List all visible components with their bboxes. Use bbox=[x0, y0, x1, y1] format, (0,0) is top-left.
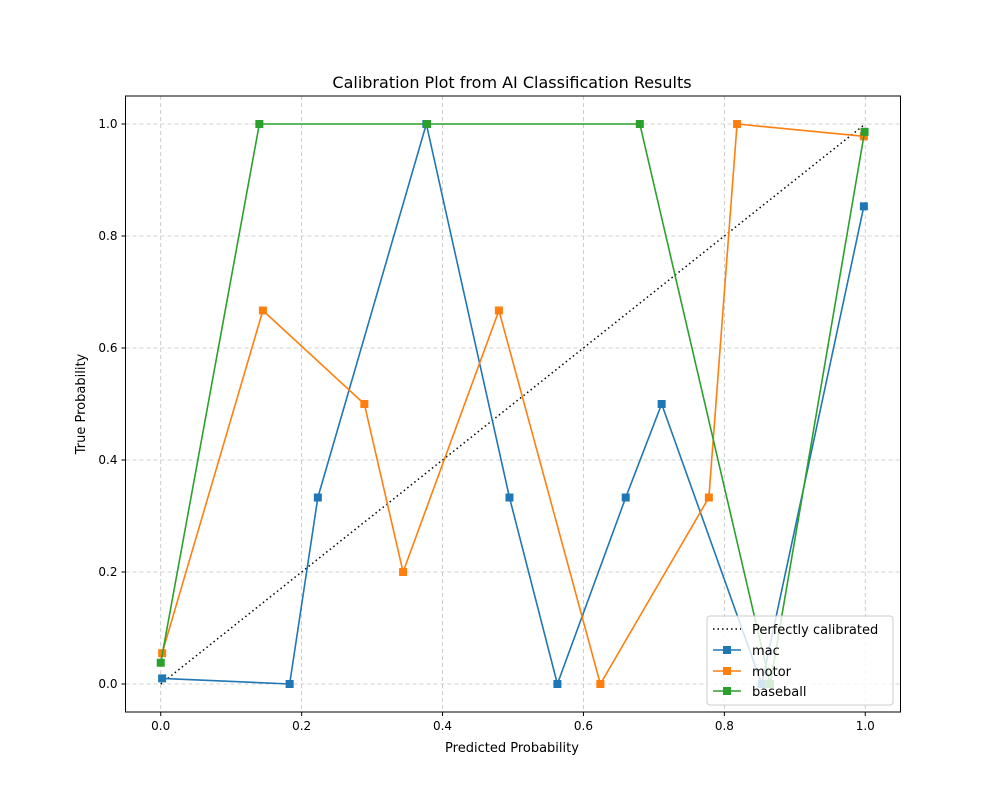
legend-mac-label: mac bbox=[752, 644, 780, 659]
legend-motor-label: motor bbox=[752, 665, 792, 680]
x-axis-ticks: 0.0 0.2 0.4 0.6 0.8 1.0 bbox=[151, 712, 875, 733]
legend-reference-label: Perfectly calibrated bbox=[752, 623, 878, 638]
plot-area bbox=[156, 120, 869, 688]
chart-title: Calibration Plot from AI Classification … bbox=[332, 73, 691, 92]
data-point-baseball bbox=[255, 120, 264, 128]
y-tick-label: 0.6 bbox=[98, 341, 117, 355]
x-tick-label: 0.6 bbox=[574, 719, 593, 733]
data-point-mac bbox=[158, 674, 167, 683]
plot-frame bbox=[125, 95, 901, 713]
data-point-baseball bbox=[860, 127, 869, 136]
data-point-baseball bbox=[635, 120, 644, 128]
series-line-baseball bbox=[159, 123, 866, 685]
perfectly-calibrated-line bbox=[160, 123, 866, 685]
y-tick-label: 0.8 bbox=[98, 229, 117, 243]
y-axis-ticks: 0.0 0.2 0.4 0.6 0.8 1.0 bbox=[98, 117, 126, 691]
data-point-mac bbox=[285, 680, 294, 688]
data-point-motor bbox=[733, 120, 742, 128]
data-point-motor bbox=[494, 306, 503, 315]
x-tick-label: 0.4 bbox=[433, 719, 452, 733]
y-tick-label: 0.0 bbox=[98, 677, 117, 691]
legend-baseball-marker bbox=[723, 687, 731, 695]
y-tick-label: 0.4 bbox=[98, 453, 117, 467]
y-axis-label: True Probability bbox=[74, 353, 89, 455]
data-point-motor bbox=[258, 306, 267, 315]
x-tick-label: 1.0 bbox=[856, 719, 875, 733]
x-tick-label: 0.8 bbox=[715, 719, 734, 733]
data-point-mac bbox=[313, 493, 322, 502]
x-axis-label: Predicted Probability bbox=[445, 741, 579, 756]
data-point-baseball bbox=[156, 658, 165, 667]
data-point-mac bbox=[621, 493, 630, 502]
data-point-mac bbox=[859, 202, 868, 211]
y-tick-label: 1.0 bbox=[98, 117, 117, 131]
series-line-mac bbox=[162, 123, 865, 685]
data-point-motor bbox=[596, 680, 605, 688]
data-point-motor bbox=[704, 493, 713, 502]
legend-mac-marker bbox=[723, 646, 731, 654]
x-tick-label: 0.2 bbox=[292, 719, 311, 733]
legend-motor-marker bbox=[723, 667, 731, 675]
x-tick-label: 0.0 bbox=[151, 719, 170, 733]
data-point-mac bbox=[553, 680, 562, 688]
data-point-motor bbox=[360, 400, 369, 408]
data-point-baseball bbox=[423, 120, 432, 128]
legend-box bbox=[706, 615, 894, 706]
y-tick-label: 0.2 bbox=[98, 565, 117, 579]
data-point-motor bbox=[399, 568, 408, 576]
legend: Perfectly calibrated mac motor baseball bbox=[706, 615, 894, 706]
data-point-mac bbox=[505, 493, 514, 502]
data-point-mac bbox=[657, 400, 666, 408]
legend-baseball-label: baseball bbox=[752, 685, 806, 700]
